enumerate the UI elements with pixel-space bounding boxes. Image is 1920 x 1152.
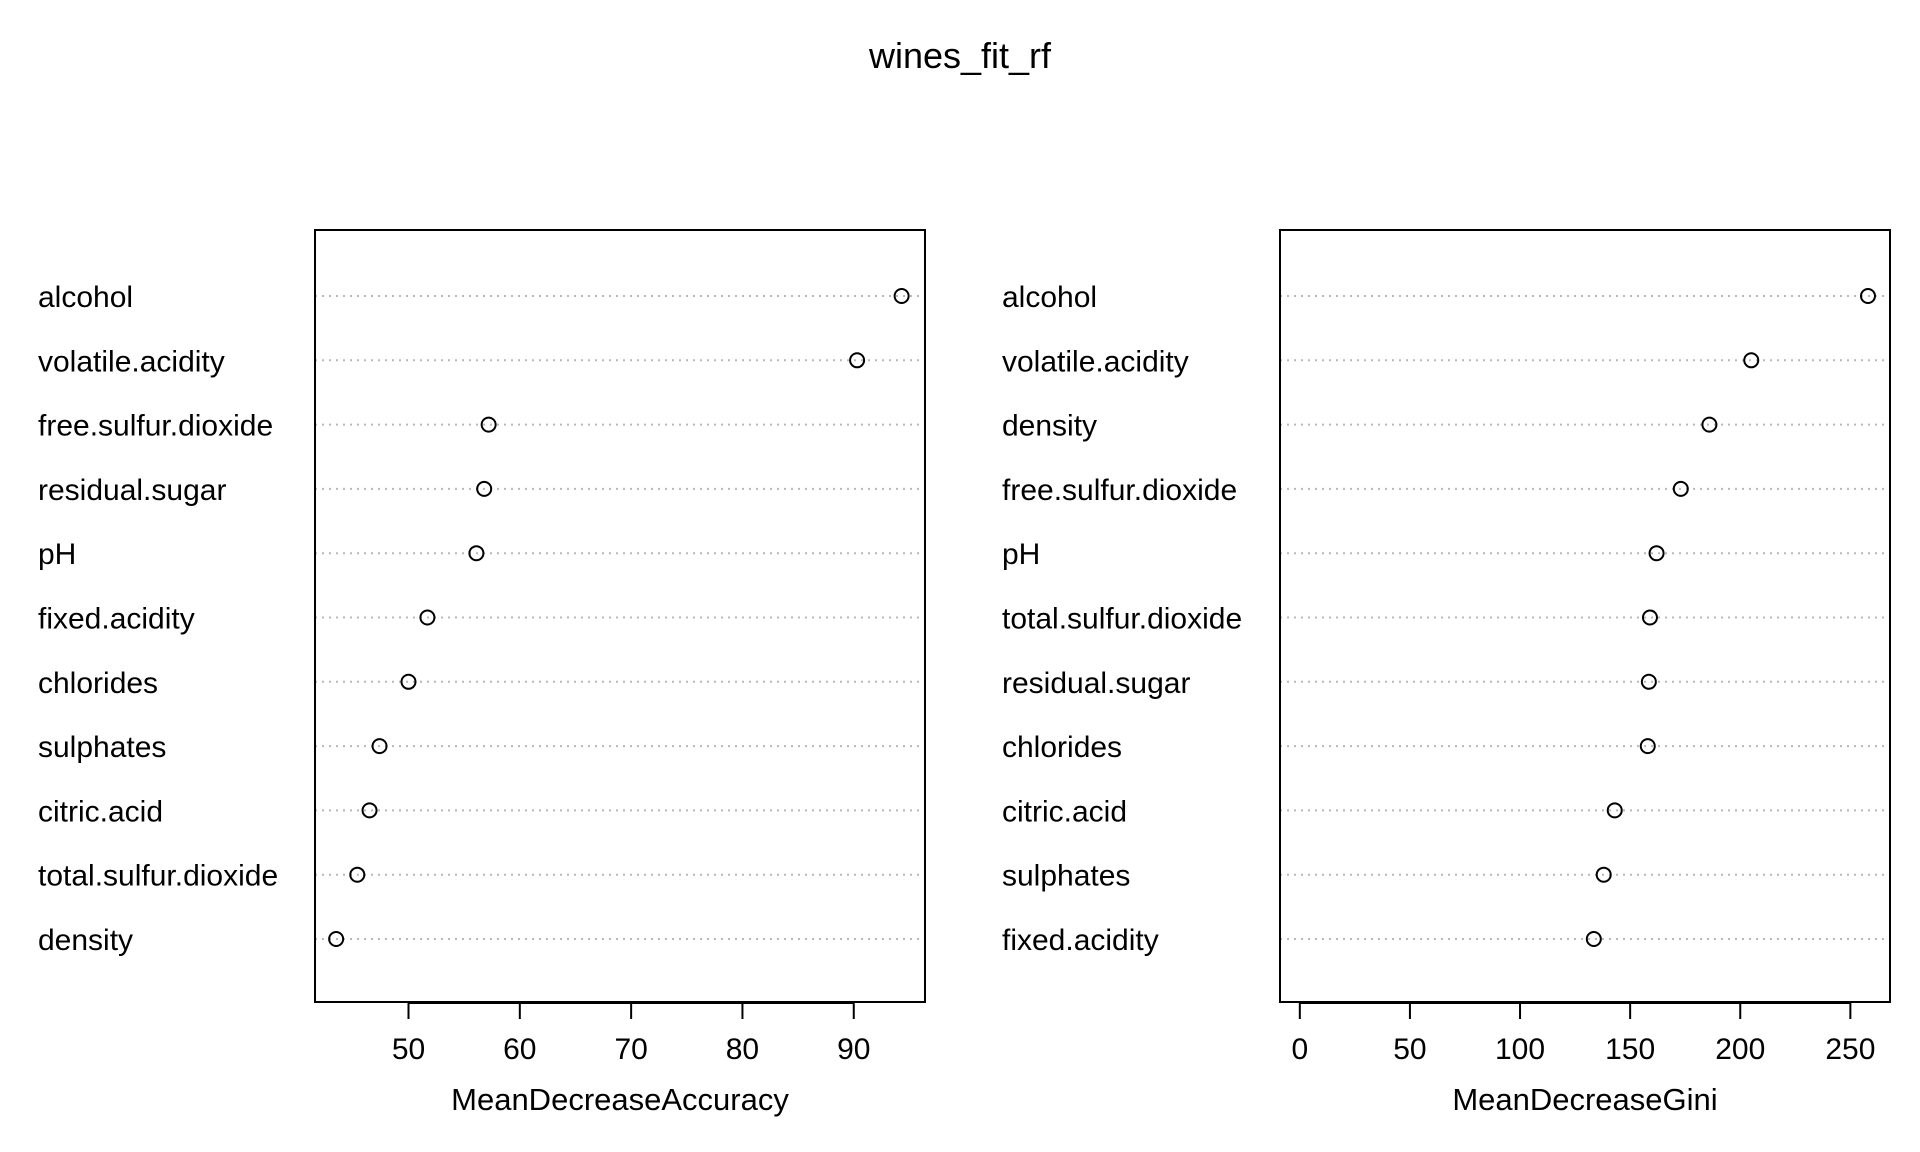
- category-label: residual.sugar: [38, 474, 226, 507]
- x-tick-label: 70: [614, 1033, 647, 1066]
- category-label: residual.sugar: [1002, 667, 1190, 700]
- category-label: chlorides: [1002, 731, 1122, 764]
- category-label: alcohol: [38, 281, 133, 314]
- data-point: [476, 480, 493, 497]
- x-tick-label: 100: [1495, 1033, 1545, 1066]
- data-point: [1641, 609, 1658, 626]
- data-point: [1701, 416, 1718, 433]
- category-label: pH: [1002, 538, 1040, 571]
- x-axis-label: MeanDecreaseAccuracy: [451, 1082, 789, 1117]
- x-tick-label: 90: [837, 1033, 870, 1066]
- data-point: [1640, 673, 1657, 690]
- data-point: [849, 352, 866, 369]
- category-label: free.sulfur.dioxide: [38, 410, 273, 443]
- data-point: [1595, 866, 1612, 883]
- category-label: volatile.acidity: [38, 345, 225, 378]
- category-label: fixed.acidity: [38, 603, 195, 636]
- data-point: [361, 802, 378, 819]
- x-tick-label: 80: [726, 1033, 759, 1066]
- category-label: citric.acid: [38, 795, 163, 828]
- category-label: free.sulfur.dioxide: [1002, 474, 1237, 507]
- data-point: [1672, 480, 1689, 497]
- data-point: [1859, 288, 1876, 304]
- category-label: total.sulfur.dioxide: [38, 860, 278, 893]
- category-label: sulphates: [38, 731, 166, 764]
- category-label: pH: [38, 538, 76, 571]
- category-label: citric.acid: [1002, 795, 1127, 828]
- data-point: [1606, 802, 1623, 819]
- x-tick-label: 50: [392, 1033, 425, 1066]
- data-point: [1585, 931, 1602, 947]
- category-label: volatile.acidity: [1002, 345, 1189, 378]
- category-label: chlorides: [38, 667, 158, 700]
- data-point: [328, 931, 345, 947]
- data-point: [349, 866, 366, 883]
- x-tick-label: 250: [1825, 1033, 1875, 1066]
- category-label: density: [1002, 410, 1097, 443]
- category-label: density: [38, 924, 133, 957]
- data-point: [468, 545, 485, 562]
- x-tick-label: 50: [1393, 1033, 1426, 1066]
- x-axis-label: MeanDecreaseGini: [1452, 1082, 1717, 1117]
- category-label: total.sulfur.dioxide: [1002, 603, 1242, 636]
- data-point: [400, 673, 417, 690]
- x-tick-label: 200: [1715, 1033, 1765, 1066]
- x-tick-label: 0: [1291, 1033, 1308, 1066]
- panel-mean-decrease-gini: alcohol volatile.acidity density free.sulfu…: [1002, 229, 1891, 1117]
- category-label: alcohol: [1002, 281, 1097, 314]
- x-tick-label: 60: [503, 1033, 536, 1066]
- data-point: [371, 738, 388, 755]
- data-point: [893, 288, 910, 304]
- data-point: [1639, 738, 1656, 755]
- data-point: [1743, 352, 1760, 369]
- panel-mean-decrease-accuracy: alcohol volatile.acidity free.sulfur.dioxi…: [38, 229, 926, 1117]
- data-point: [1648, 545, 1665, 562]
- category-label: fixed.acidity: [1002, 924, 1159, 957]
- data-point: [480, 416, 497, 433]
- x-tick-label: 150: [1605, 1033, 1655, 1066]
- figure-title: wines_fit_rf: [868, 35, 1052, 76]
- category-label: sulphates: [1002, 860, 1130, 893]
- data-point: [419, 609, 436, 626]
